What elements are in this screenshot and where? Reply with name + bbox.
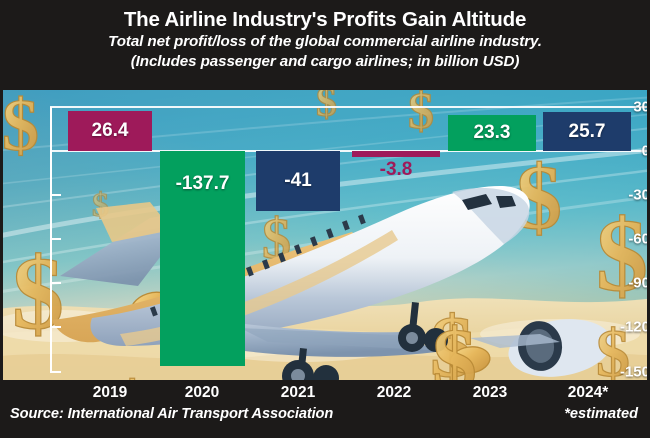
xlabel-2020: 2020	[184, 384, 220, 401]
svg-text:$: $	[316, 90, 337, 126]
xlabel-2023: 2023	[472, 384, 508, 401]
gridline-30	[50, 106, 650, 108]
svg-text:$: $	[432, 311, 477, 380]
xlabel-2024: 2024*	[567, 384, 609, 401]
ytick-label--30: -30	[628, 186, 650, 204]
chart-plot-area: $ $ $ $ $ $ $ $ $ $ $ $ $	[0, 90, 650, 380]
gridline-0	[50, 150, 650, 152]
tick--150	[50, 371, 61, 373]
tick--90	[50, 282, 61, 284]
x-axis-labels: 2019 2020 2021 2022 2023 2024*	[0, 384, 650, 406]
bar-2024[interactable]: 25.7	[543, 112, 631, 151]
svg-text:$: $	[408, 90, 434, 140]
svg-text:$: $	[108, 362, 156, 380]
subtitle-line-1: Total net profit/loss of the global comm…	[108, 33, 542, 50]
bar-value-2022: -3.8	[379, 159, 413, 180]
svg-text:$: $	[596, 198, 648, 313]
ytick-label-0: 0	[641, 142, 650, 160]
xlabel-2019: 2019	[92, 384, 128, 401]
page-title: The Airline Industry's Profits Gain Alti…	[123, 8, 527, 31]
bar-2020[interactable]: -137.7	[160, 151, 245, 366]
ytick-label--90: -90	[628, 274, 650, 292]
header: The Airline Industry's Profits Gain Alti…	[0, 0, 650, 90]
xlabel-2022: 2022	[376, 384, 412, 401]
svg-text:$: $	[2, 90, 39, 167]
ytick-label-30: 30	[633, 98, 650, 116]
xlabel-2021: 2021	[280, 384, 316, 401]
bar-value-2024: 25.7	[568, 120, 606, 142]
estimated-note: *estimated	[564, 406, 638, 422]
tick--120	[50, 326, 61, 328]
subtitle-line-2: (Includes passenger and cargo airlines; …	[130, 53, 520, 70]
ytick-label--120: -120	[619, 318, 650, 336]
bar-value-2019: 26.4	[91, 120, 129, 141]
svg-text:$: $	[12, 236, 64, 351]
tick--30	[50, 194, 61, 196]
ytick-label--60: -60	[628, 230, 650, 248]
bar-2019[interactable]: 26.4	[68, 111, 152, 151]
footer: 2019 2020 2021 2022 2023 2024* Source: I…	[0, 380, 650, 438]
bar-value-2020: -137.7	[175, 173, 230, 194]
svg-text:$: $	[596, 315, 630, 380]
bar-value-2021: -41	[284, 170, 312, 191]
bar-2022[interactable]: -3.8	[352, 151, 440, 180]
bar-2021[interactable]: -41	[256, 151, 340, 211]
tick--60	[50, 238, 61, 240]
bar-value-2023: 23.3	[473, 122, 511, 143]
bar-2023[interactable]: 23.3	[448, 115, 536, 151]
source-credit: Source: International Air Transport Asso…	[10, 406, 334, 422]
ytick-label--150: -150	[619, 363, 650, 381]
